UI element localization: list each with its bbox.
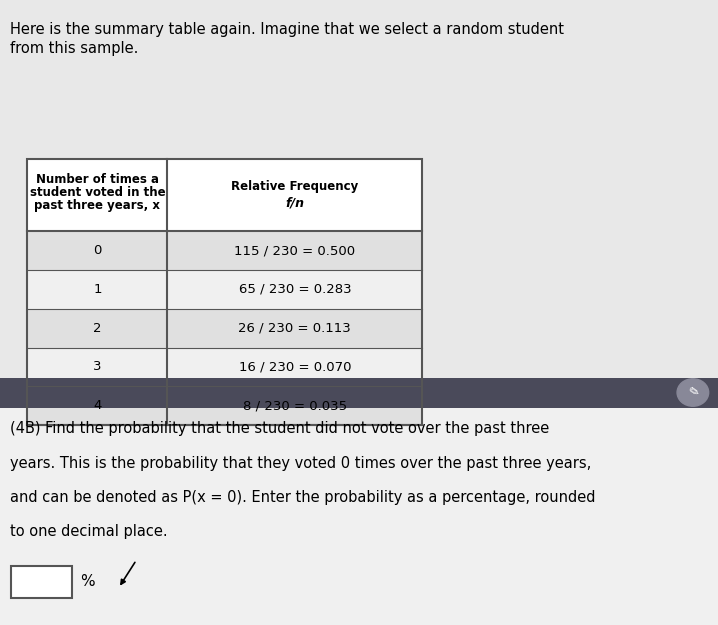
Text: 65 / 230 = 0.283: 65 / 230 = 0.283 xyxy=(238,283,351,296)
Text: 2: 2 xyxy=(93,322,102,334)
Text: (4B) Find the probability that the student did not vote over the past three: (4B) Find the probability that the stude… xyxy=(10,421,549,436)
Bar xyxy=(27,159,422,425)
Text: 3: 3 xyxy=(93,361,102,373)
Circle shape xyxy=(677,379,709,406)
Text: 115 / 230 = 0.500: 115 / 230 = 0.500 xyxy=(234,244,355,257)
Text: ✏: ✏ xyxy=(685,384,701,401)
Text: f/n: f/n xyxy=(285,196,304,209)
Text: 26 / 230 = 0.113: 26 / 230 = 0.113 xyxy=(238,322,351,334)
Text: Here is the summary table again. Imagine that we select a random student: Here is the summary table again. Imagine… xyxy=(10,22,564,37)
Text: Relative Frequency: Relative Frequency xyxy=(231,180,358,193)
Bar xyxy=(27,159,422,231)
Text: from this sample.: from this sample. xyxy=(10,41,139,56)
Bar xyxy=(27,309,422,348)
Text: %: % xyxy=(80,574,95,589)
Text: Number of times a: Number of times a xyxy=(36,173,159,186)
Text: 4: 4 xyxy=(93,399,101,412)
Bar xyxy=(11,566,72,598)
Text: to one decimal place.: to one decimal place. xyxy=(10,524,168,539)
Text: 0: 0 xyxy=(93,244,101,257)
Text: 16 / 230 = 0.070: 16 / 230 = 0.070 xyxy=(238,361,351,373)
Text: years. This is the probability that they voted 0 times over the past three years: years. This is the probability that they… xyxy=(10,456,592,471)
Bar xyxy=(27,348,422,386)
Text: 8 / 230 = 0.035: 8 / 230 = 0.035 xyxy=(243,399,347,412)
Bar xyxy=(27,386,422,425)
Bar xyxy=(27,270,422,309)
Bar xyxy=(0,0,718,378)
Bar xyxy=(0,378,718,408)
Text: 1: 1 xyxy=(93,283,102,296)
Bar xyxy=(27,231,422,270)
Text: and can be denoted as P(x = 0). Enter the probability as a percentage, rounded: and can be denoted as P(x = 0). Enter th… xyxy=(10,490,595,505)
Text: past three years, x: past three years, x xyxy=(34,199,160,212)
Text: student voted in the: student voted in the xyxy=(29,186,165,199)
Bar xyxy=(0,408,718,625)
